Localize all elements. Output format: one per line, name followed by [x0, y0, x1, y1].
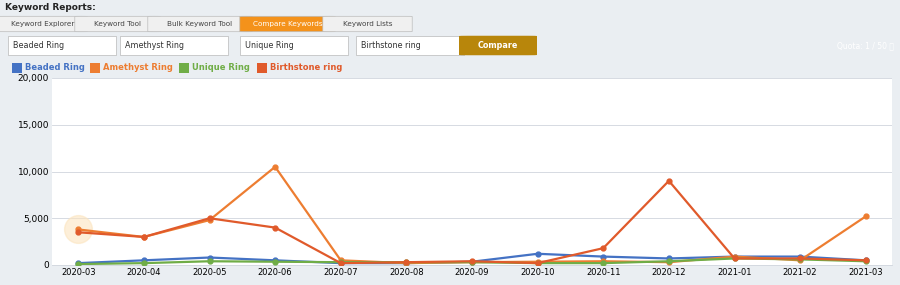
Text: Unique Ring: Unique Ring: [245, 41, 293, 50]
FancyBboxPatch shape: [75, 16, 160, 32]
Text: Bulk Keyword Tool: Bulk Keyword Tool: [167, 21, 232, 27]
Text: Compare: Compare: [478, 41, 518, 50]
FancyBboxPatch shape: [0, 16, 87, 32]
FancyBboxPatch shape: [240, 36, 348, 55]
Text: Amethyst Ring: Amethyst Ring: [104, 64, 173, 72]
Text: Beaded Ring: Beaded Ring: [13, 41, 64, 50]
FancyBboxPatch shape: [148, 16, 252, 32]
FancyBboxPatch shape: [459, 36, 537, 55]
Text: Keyword Reports:: Keyword Reports:: [5, 3, 96, 12]
Text: Quota: 1 / 50 ⓘ: Quota: 1 / 50 ⓘ: [837, 41, 894, 50]
FancyBboxPatch shape: [257, 63, 267, 73]
FancyBboxPatch shape: [120, 36, 228, 55]
Text: Birthstone ring: Birthstone ring: [270, 64, 342, 72]
Point: [71, 227, 86, 232]
Text: Amethyst Ring: Amethyst Ring: [125, 41, 184, 50]
Text: Compare Keywords: Compare Keywords: [253, 21, 322, 27]
Text: Birthstone ring: Birthstone ring: [361, 41, 421, 50]
Text: Keyword Explorer: Keyword Explorer: [11, 21, 74, 27]
Text: Keyword Tool: Keyword Tool: [94, 21, 141, 27]
Text: Unique Ring: Unique Ring: [192, 64, 249, 72]
FancyBboxPatch shape: [8, 36, 116, 55]
FancyBboxPatch shape: [179, 63, 189, 73]
Text: Keyword Lists: Keyword Lists: [343, 21, 392, 27]
FancyBboxPatch shape: [239, 16, 335, 32]
FancyBboxPatch shape: [356, 36, 464, 55]
FancyBboxPatch shape: [90, 63, 100, 73]
FancyBboxPatch shape: [323, 16, 412, 32]
FancyBboxPatch shape: [12, 63, 22, 73]
Text: Beaded Ring: Beaded Ring: [25, 64, 85, 72]
